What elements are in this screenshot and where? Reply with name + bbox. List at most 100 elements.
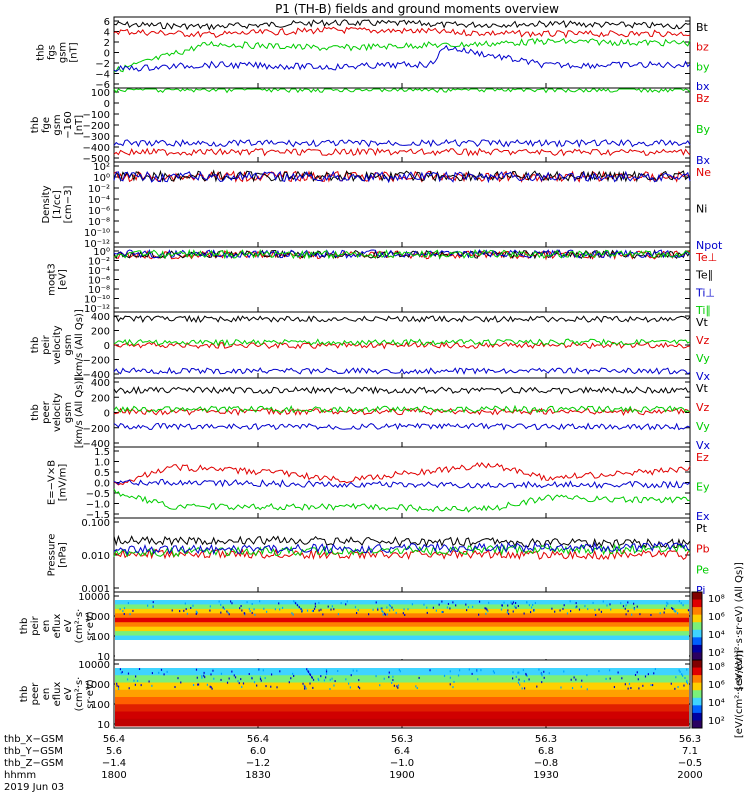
x-axis-value: −0.8 [534, 758, 558, 769]
legend-entry: Vt [696, 382, 709, 395]
spectrogram-speck [423, 603, 425, 606]
spectrogram-speck [301, 609, 304, 612]
y-axis-label-line: [km/s (All Qs)] [74, 309, 85, 381]
spectrogram-speck [320, 675, 322, 678]
spectrogram-speck [263, 607, 265, 610]
spectrogram-speck [356, 612, 358, 615]
panel-pressure: Pressure [nPa] 0.100 0.010 0.001 Pt Pb Pe Pi [47, 517, 710, 597]
spectrogram-speck [264, 677, 266, 680]
spectrogram-speck [348, 682, 350, 685]
spectrogram-speck [515, 675, 517, 678]
spectrogram-speck [140, 684, 142, 687]
spectrogram-speck [318, 609, 320, 612]
y-tick-label: −200 [83, 121, 110, 132]
spectrogram-speck [675, 676, 677, 679]
spectrogram-speck [211, 687, 213, 690]
legend-entry: Vz [696, 334, 710, 347]
spectrogram-speck [493, 671, 495, 674]
series-line-vt [113, 385, 691, 395]
spectrogram-speck [426, 611, 428, 614]
spectrogram-speck [617, 671, 619, 674]
spectrogram-speck [466, 609, 468, 612]
spectrogram-speck [686, 679, 688, 682]
series-line-pe [113, 543, 691, 558]
y-axis-label-line: [nPa] [58, 542, 69, 568]
spectrogram-speck [484, 607, 486, 610]
y-axis-label-line: thb [36, 44, 47, 61]
spectrogram-speck [116, 684, 118, 687]
y-tick-label: 10⁻⁶ [88, 276, 110, 287]
spectrogram-speck [330, 608, 332, 611]
spectrogram-speck [288, 681, 290, 684]
spectrogram-speck [670, 682, 672, 685]
spectrogram-speck [609, 677, 611, 680]
spectrogram-speck [391, 606, 393, 609]
legend-entry: Ex [696, 510, 710, 523]
spectrogram-speck [240, 605, 242, 608]
y-tick-label: 2 [104, 38, 110, 49]
spectrogram-speck [624, 607, 626, 610]
spectrogram-speck [665, 604, 668, 607]
colorbar-tick-label: 10⁸ [708, 662, 725, 673]
spectrogram-speck [519, 683, 521, 686]
spectrogram-speck [311, 676, 313, 679]
spectrogram-speck [147, 604, 149, 607]
spectrogram-speck [259, 676, 262, 679]
spectrogram-speck [453, 680, 455, 683]
spectrogram-speck [636, 671, 638, 674]
series-line-vz [113, 341, 690, 350]
spectrogram-speck [642, 684, 644, 687]
y-axis-label-line: eflux [52, 614, 63, 639]
y-axis-label-line: velocity [52, 393, 63, 432]
spectrogram-speck [403, 608, 405, 611]
legend-entry: by [696, 60, 710, 73]
spectrogram-speck [404, 613, 406, 616]
spectrogram-speck [478, 613, 480, 616]
y-tick-label: 4 [104, 28, 110, 39]
spectrogram-speck [138, 668, 141, 671]
spectrogram-speck [628, 682, 631, 685]
spectrogram-speck [512, 610, 514, 613]
spectrogram-speck [298, 605, 300, 608]
spectrogram-speck [329, 678, 331, 681]
spectrogram-speck [636, 605, 638, 608]
spectrogram-speck [622, 605, 625, 608]
y-tick-label: 10⁻¹⁰ [84, 228, 110, 239]
spectrogram-speck [562, 607, 564, 610]
legend-entry: By [696, 123, 711, 136]
spectrogram-speck [447, 602, 450, 605]
spectrogram-speck [608, 669, 611, 672]
spectrogram-speck [650, 684, 652, 687]
spectrogram-speck [230, 600, 232, 603]
y-axis-label-line: −160 [63, 111, 74, 138]
spectrogram-speck [685, 680, 688, 683]
x-axis-value: 2000 [677, 770, 702, 781]
spectrogram-speck [566, 612, 569, 615]
y-axis-label-line: peer [41, 400, 52, 424]
spectrogram-speck [570, 610, 572, 613]
spectrogram-speck [135, 675, 137, 678]
y-tick-label: 200 [91, 393, 110, 404]
spectrogram-speck [204, 676, 206, 679]
y-tick-label: 10 [97, 652, 110, 663]
spectrogram-speck [312, 686, 314, 689]
spectrogram-band [115, 604, 689, 610]
spectrogram-speck [218, 600, 220, 603]
spectrogram-speck [563, 604, 565, 607]
spectrogram-speck [598, 608, 600, 611]
y-axis-label-line: eV [63, 687, 74, 700]
spectrogram-speck [543, 676, 545, 679]
y-axis-label-line: thb [19, 618, 30, 635]
colorbar-segment [692, 697, 702, 706]
y-axis-label-line: Pressure [47, 534, 58, 577]
spectrogram-speck [206, 683, 209, 686]
spectrogram-speck [538, 668, 540, 671]
y-tick-label: 10⁻¹² [84, 239, 110, 250]
y-axis-label-line: thb [30, 404, 41, 421]
y-tick-label: 6 [104, 17, 110, 28]
y-tick-label: −1.0 [86, 500, 110, 511]
spectrogram-speck [634, 673, 637, 676]
spectrogram-speck [457, 674, 460, 677]
spectrogram-band [115, 711, 689, 720]
